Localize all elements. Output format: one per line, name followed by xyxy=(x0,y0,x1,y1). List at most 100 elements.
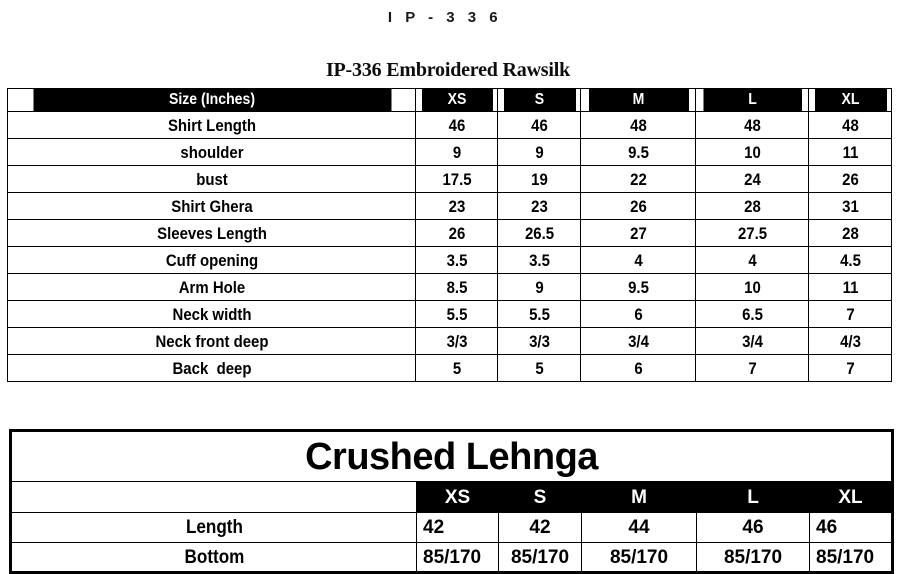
document-code: I P - 3 3 6 xyxy=(387,9,503,26)
column-header-l: L xyxy=(701,88,803,112)
cell-l: 27.5 xyxy=(701,219,803,247)
cell-xl: 7 xyxy=(813,354,887,382)
table-row: bust 17.5 19 22 24 26 xyxy=(8,165,892,193)
table-row: Neck width 5.5 5.5 6 6.5 7 xyxy=(8,300,892,328)
row-label: Back deep xyxy=(31,354,392,382)
cell-xl: 28 xyxy=(813,219,887,247)
cell-l: 10 xyxy=(701,273,803,301)
cell-l: 7 xyxy=(701,354,803,382)
cell-m: 3/4 xyxy=(586,327,690,355)
row-label: bust xyxy=(31,165,392,193)
cell-xl: 46 xyxy=(808,512,894,543)
lehnga-table-title-header: Crushed Lehnga xyxy=(9,430,894,482)
column-header-xl: XL xyxy=(813,88,887,112)
lehnga-table-header: XS S M L XL xyxy=(10,481,894,513)
document-subtitle: IP-336 Embroidered Rawsilk xyxy=(325,59,571,81)
row-label: Neck front deep xyxy=(31,327,392,355)
table-row: Arm Hole 8.5 9 9.5 10 11 xyxy=(8,273,892,301)
cell-l: 46 xyxy=(696,512,810,543)
column-header-xl: XL xyxy=(808,481,894,513)
cell-xl: 31 xyxy=(813,192,887,220)
cell-m: 6 xyxy=(586,300,690,328)
column-header-m: M xyxy=(581,481,697,513)
cell-xs: 3.5 xyxy=(419,246,494,274)
cell-m: 27 xyxy=(586,219,690,247)
cell-xl: 48 xyxy=(813,111,887,139)
column-header-xs: XS xyxy=(419,88,494,112)
cell-xl: 11 xyxy=(813,273,887,301)
table-header-row: Size (Inches) XS S M L XL xyxy=(8,88,892,112)
table-row: Neck front deep 3/3 3/3 3/4 3/4 4/3 xyxy=(8,327,892,355)
cell-xl: 4/3 xyxy=(813,327,887,355)
table-row: Sleeves Length 26 26.5 27 27.5 28 xyxy=(8,219,892,247)
cell-xs: 17.5 xyxy=(419,165,494,193)
cell-l: 10 xyxy=(701,138,803,166)
row-label: shoulder xyxy=(31,138,392,166)
lehnga-table-body: Length 42 42 44 46 46 Bottom 85/170 85/1… xyxy=(11,512,894,573)
cell-l: 6.5 xyxy=(701,300,803,328)
cell-m: 48 xyxy=(586,111,690,139)
cell-s: 9 xyxy=(502,273,576,301)
cell-xl: 11 xyxy=(813,138,887,166)
row-label: Arm Hole xyxy=(31,273,392,301)
column-header-measure: Size (Inches) xyxy=(31,88,392,112)
cell-xs: 5 xyxy=(419,354,494,382)
cell-m: 6 xyxy=(586,354,690,382)
cell-xl: 85/170 xyxy=(808,542,894,573)
cell-s: 3/3 xyxy=(502,327,576,355)
row-label: Shirt Length xyxy=(31,111,392,139)
column-header-measure xyxy=(10,481,417,513)
cell-l: 28 xyxy=(701,192,803,220)
table-row: Bottom 85/170 85/170 85/170 85/170 85/17… xyxy=(11,542,894,573)
cell-xs: 8.5 xyxy=(419,273,494,301)
lehnga-title: Crushed Lehnga xyxy=(9,430,894,482)
cell-xs: 46 xyxy=(419,111,494,139)
cell-l: 85/170 xyxy=(696,542,810,573)
cell-s: 5.5 xyxy=(502,300,576,328)
cell-xl: 4.5 xyxy=(813,246,887,274)
cell-s: 46 xyxy=(502,111,576,139)
cell-l: 24 xyxy=(701,165,803,193)
table-row: Shirt Ghera 23 23 26 28 31 xyxy=(8,192,892,220)
cell-s: 19 xyxy=(502,165,576,193)
shirt-table-header: Size (Inches) XS S M L XL xyxy=(8,88,892,112)
cell-s: 23 xyxy=(502,192,576,220)
column-header-xs: XS xyxy=(416,481,499,513)
cell-m: 9.5 xyxy=(586,138,690,166)
cell-l: 3/4 xyxy=(701,327,803,355)
cell-m: 22 xyxy=(586,165,690,193)
column-header-s: S xyxy=(502,88,576,112)
row-label: Sleeves Length xyxy=(31,219,392,247)
table-row: Shirt Length 46 46 48 48 48 xyxy=(8,111,892,139)
cell-xs: 9 xyxy=(419,138,494,166)
row-label: Shirt Ghera xyxy=(31,192,392,220)
column-header-s: S xyxy=(498,481,582,513)
cell-l: 48 xyxy=(701,111,803,139)
cell-xl: 7 xyxy=(813,300,887,328)
cell-m: 26 xyxy=(586,192,690,220)
row-label: Bottom xyxy=(30,542,397,573)
table-header-row: XS S M L XL xyxy=(10,481,894,513)
cell-s: 9 xyxy=(502,138,576,166)
cell-s: 26.5 xyxy=(502,219,576,247)
table-row: Cuff opening 3.5 3.5 4 4 4.5 xyxy=(8,246,892,274)
cell-xs: 26 xyxy=(419,219,494,247)
shirt-size-table: Size (Inches) XS S M L XL Shirt Length 4… xyxy=(7,88,892,382)
cell-s: 5 xyxy=(502,354,576,382)
cell-xs: 23 xyxy=(419,192,494,220)
table-row: Back deep 5 5 6 7 7 xyxy=(8,354,892,382)
shirt-table-body: Shirt Length 46 46 48 48 48 shoulder 9 9… xyxy=(8,111,892,382)
cell-s: 85/170 xyxy=(498,542,582,573)
cell-xl: 26 xyxy=(813,165,887,193)
cell-s: 42 xyxy=(498,512,582,543)
row-label: Length xyxy=(30,512,397,543)
cell-s: 3.5 xyxy=(502,246,576,274)
cell-xs: 85/170 xyxy=(416,542,499,573)
cell-m: 85/170 xyxy=(581,542,697,573)
lehnga-title-row: Crushed Lehnga xyxy=(9,430,894,482)
lehnga-size-table: Crushed Lehnga XS S M L XL Length 42 42 … xyxy=(9,429,895,574)
cell-xs: 42 xyxy=(416,512,499,543)
cell-xs: 5.5 xyxy=(419,300,494,328)
column-header-l: L xyxy=(696,481,810,513)
cell-m: 44 xyxy=(581,512,697,543)
